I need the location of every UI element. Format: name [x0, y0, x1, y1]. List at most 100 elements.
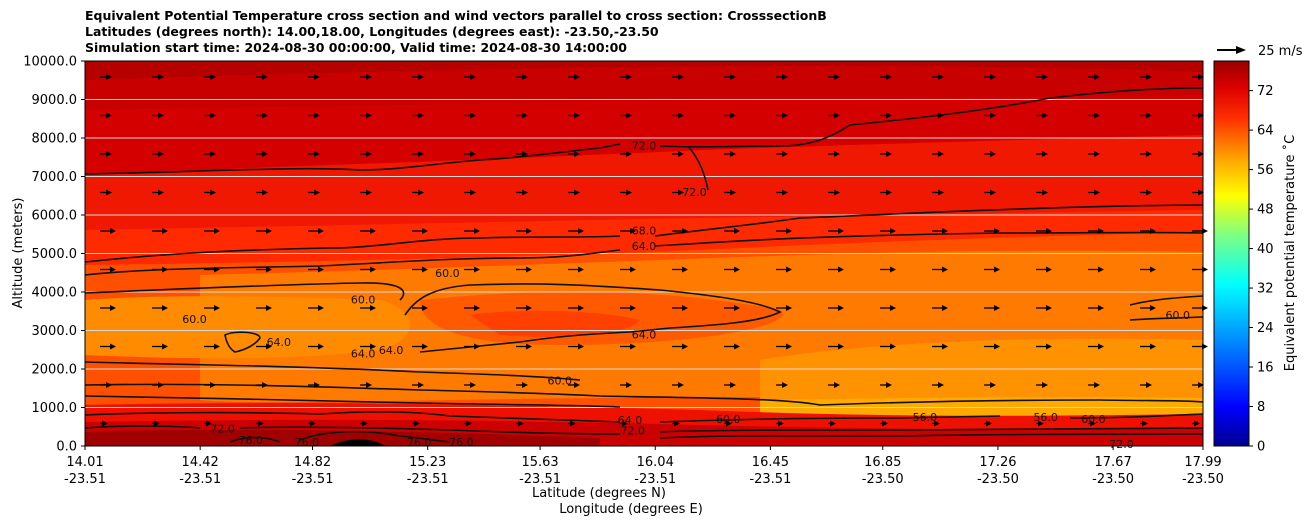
wind-vector [1192, 112, 1204, 119]
wind-vector [412, 382, 424, 388]
wind-vector [516, 382, 528, 388]
colorbar-tick-label: 24 [1257, 321, 1274, 336]
wind-key: 25 m/s [1217, 44, 1303, 59]
wind-vector [568, 228, 584, 234]
wind-vector [516, 112, 528, 119]
wind-vector [412, 189, 424, 196]
wind-vector [1036, 151, 1048, 157]
x-tick-label-lon: -23.51 [634, 472, 676, 487]
wind-vector [100, 112, 112, 119]
colorbar-tick-label: 8 [1257, 400, 1265, 415]
x-tick-label-lat: 14.82 [294, 455, 331, 470]
wind-vector [256, 382, 268, 388]
wind-vector [776, 305, 792, 311]
wind-vector [724, 189, 736, 196]
wind-vector [932, 266, 948, 273]
wind-vector [1140, 420, 1148, 427]
wind-vector [256, 266, 272, 273]
wind-vector [1088, 74, 1100, 80]
wind-vector [776, 228, 792, 234]
wind-vector [152, 305, 168, 311]
contour-label: 72.0 [632, 140, 657, 153]
wind-vector [880, 151, 892, 157]
contour-label: 60.0 [1165, 309, 1190, 322]
wind-vector [1192, 151, 1204, 157]
wind-vector [256, 228, 272, 234]
contour-label: 64.0 [618, 414, 643, 427]
wind-vector [412, 228, 428, 234]
wind-vector [880, 420, 888, 427]
wind-vector [932, 189, 944, 196]
x-tick-label-lon: -23.51 [407, 472, 449, 487]
contour-label: 72.0 [621, 425, 646, 438]
wind-vector [620, 228, 636, 234]
x-tick-label-lon: -23.51 [292, 472, 334, 487]
x-tick-label-lat: 15.23 [409, 455, 446, 470]
x-tick-label-lat: 16.45 [752, 455, 789, 470]
wind-vector [308, 382, 320, 388]
wind-vector [672, 305, 688, 311]
wind-vector [256, 112, 268, 119]
wind-vector [1088, 151, 1100, 157]
wind-vector [360, 343, 376, 350]
wind-vector [464, 112, 476, 119]
wind-vector [672, 189, 684, 196]
x-axis-label-longitude: Longitude (degrees E) [559, 502, 703, 517]
contour-label: 60.0 [182, 313, 207, 326]
wind-vector [1140, 112, 1152, 119]
wind-vector [828, 382, 840, 388]
wind-vector [1140, 266, 1156, 273]
wind-vector [308, 151, 320, 157]
wind-vector [360, 382, 372, 388]
x-axis-label-latitude: Latitude (degrees N) [532, 486, 666, 501]
wind-vector [932, 420, 940, 427]
title-line-1: Equivalent Potential Temperature cross s… [85, 8, 827, 23]
wind-vector [880, 382, 892, 388]
wind-vector [880, 74, 892, 80]
wind-key-arrow-head [1236, 46, 1246, 54]
wind-vector [776, 74, 788, 80]
wind-vector [672, 74, 684, 80]
wind-vector [828, 420, 836, 427]
wind-vector [256, 420, 264, 427]
wind-vector [256, 151, 268, 157]
wind-vector [1088, 382, 1100, 388]
wind-vector [412, 151, 424, 157]
wind-vector [308, 189, 320, 196]
wind-vector [880, 305, 896, 311]
wind-vector [620, 420, 628, 427]
wind-vector [152, 420, 160, 427]
wind-vector [776, 343, 792, 350]
wind-vector [464, 343, 480, 350]
wind-vector [360, 420, 368, 427]
wind-vector [1140, 151, 1152, 157]
wind-vector [1036, 228, 1052, 234]
wind-vector [256, 74, 268, 80]
wind-vector [360, 112, 372, 119]
wind-vector [464, 74, 476, 80]
wind-vector [724, 305, 740, 311]
colorbar-tick-label: 32 [1257, 282, 1274, 297]
y-axis-label: Altitude (meters) [11, 198, 26, 309]
wind-vector [100, 266, 116, 273]
colorbar-tick-label: 40 [1257, 242, 1274, 257]
wind-vector [672, 151, 684, 157]
wind-vector [620, 382, 632, 388]
wind-vector [828, 189, 840, 196]
contour-label: 68.0 [632, 224, 657, 237]
wind-vector [620, 151, 632, 157]
y-tick-label: 5000.0 [32, 247, 78, 262]
wind-vector [724, 266, 740, 273]
wind-vector [776, 112, 788, 119]
wind-vector [100, 305, 116, 311]
wind-vector [100, 189, 112, 196]
wind-vector [412, 343, 428, 350]
contour-label: 64.0 [379, 344, 404, 357]
wind-vector [1192, 420, 1200, 427]
wind-vector [984, 112, 996, 119]
contour-label: 64.0 [351, 348, 376, 361]
wind-vector [100, 420, 108, 427]
wind-vector [360, 228, 376, 234]
wind-vector [932, 382, 944, 388]
y-tick-label: 0.0 [56, 440, 77, 455]
